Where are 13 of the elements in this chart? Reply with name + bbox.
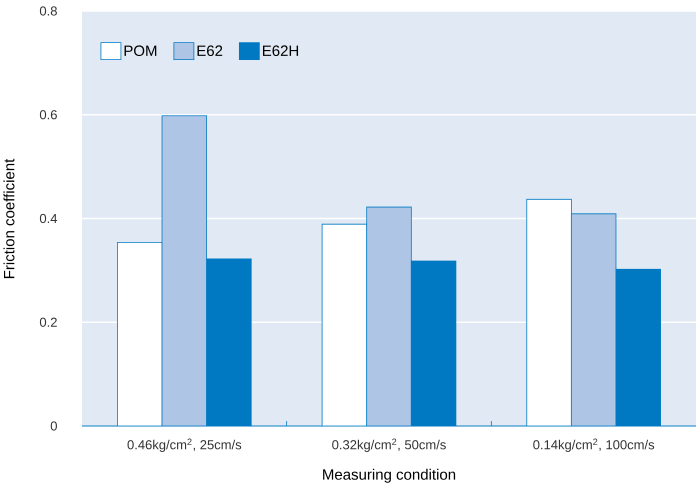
legend-label: E62 xyxy=(198,45,222,56)
legend-label: POM xyxy=(124,45,156,56)
y-tick-label: 0 xyxy=(50,421,57,431)
x-axis-title: Measuring condition xyxy=(323,468,456,483)
x-tick-label: 0.32kg/cm$^{2}$, 50cm/s xyxy=(332,438,446,452)
x-tick-label: 0.14kg/cm$^{2}$, 100cm/s xyxy=(533,438,654,452)
legend-label: E62H xyxy=(262,45,298,56)
y-tick-label: 0.2 xyxy=(40,318,57,327)
y-tick-label: 0.4 xyxy=(40,214,58,224)
y-tick-label: 0.8 xyxy=(40,6,57,16)
y-tick-label: 0.6 xyxy=(40,110,57,120)
x-tick-label: 0.46kg/cm$^{2}$, 25cm/s xyxy=(128,438,242,452)
y-axis-title: Friction coefficient xyxy=(3,158,14,278)
